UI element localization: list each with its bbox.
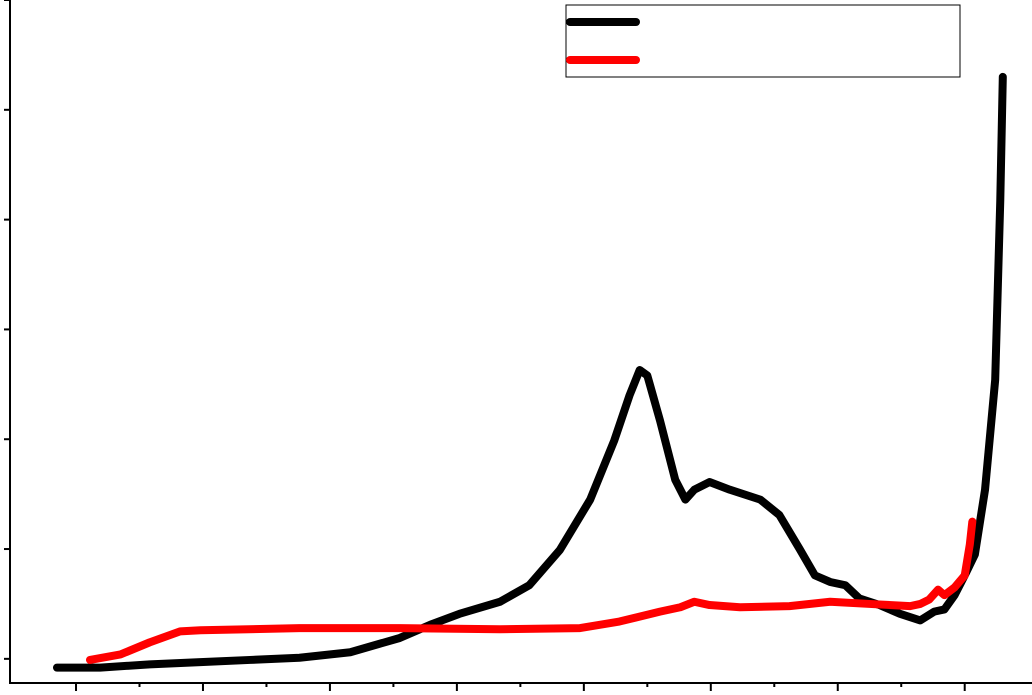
line-series (85, 517, 977, 664)
legend-box (565, 4, 961, 78)
line-series (52, 72, 1007, 672)
